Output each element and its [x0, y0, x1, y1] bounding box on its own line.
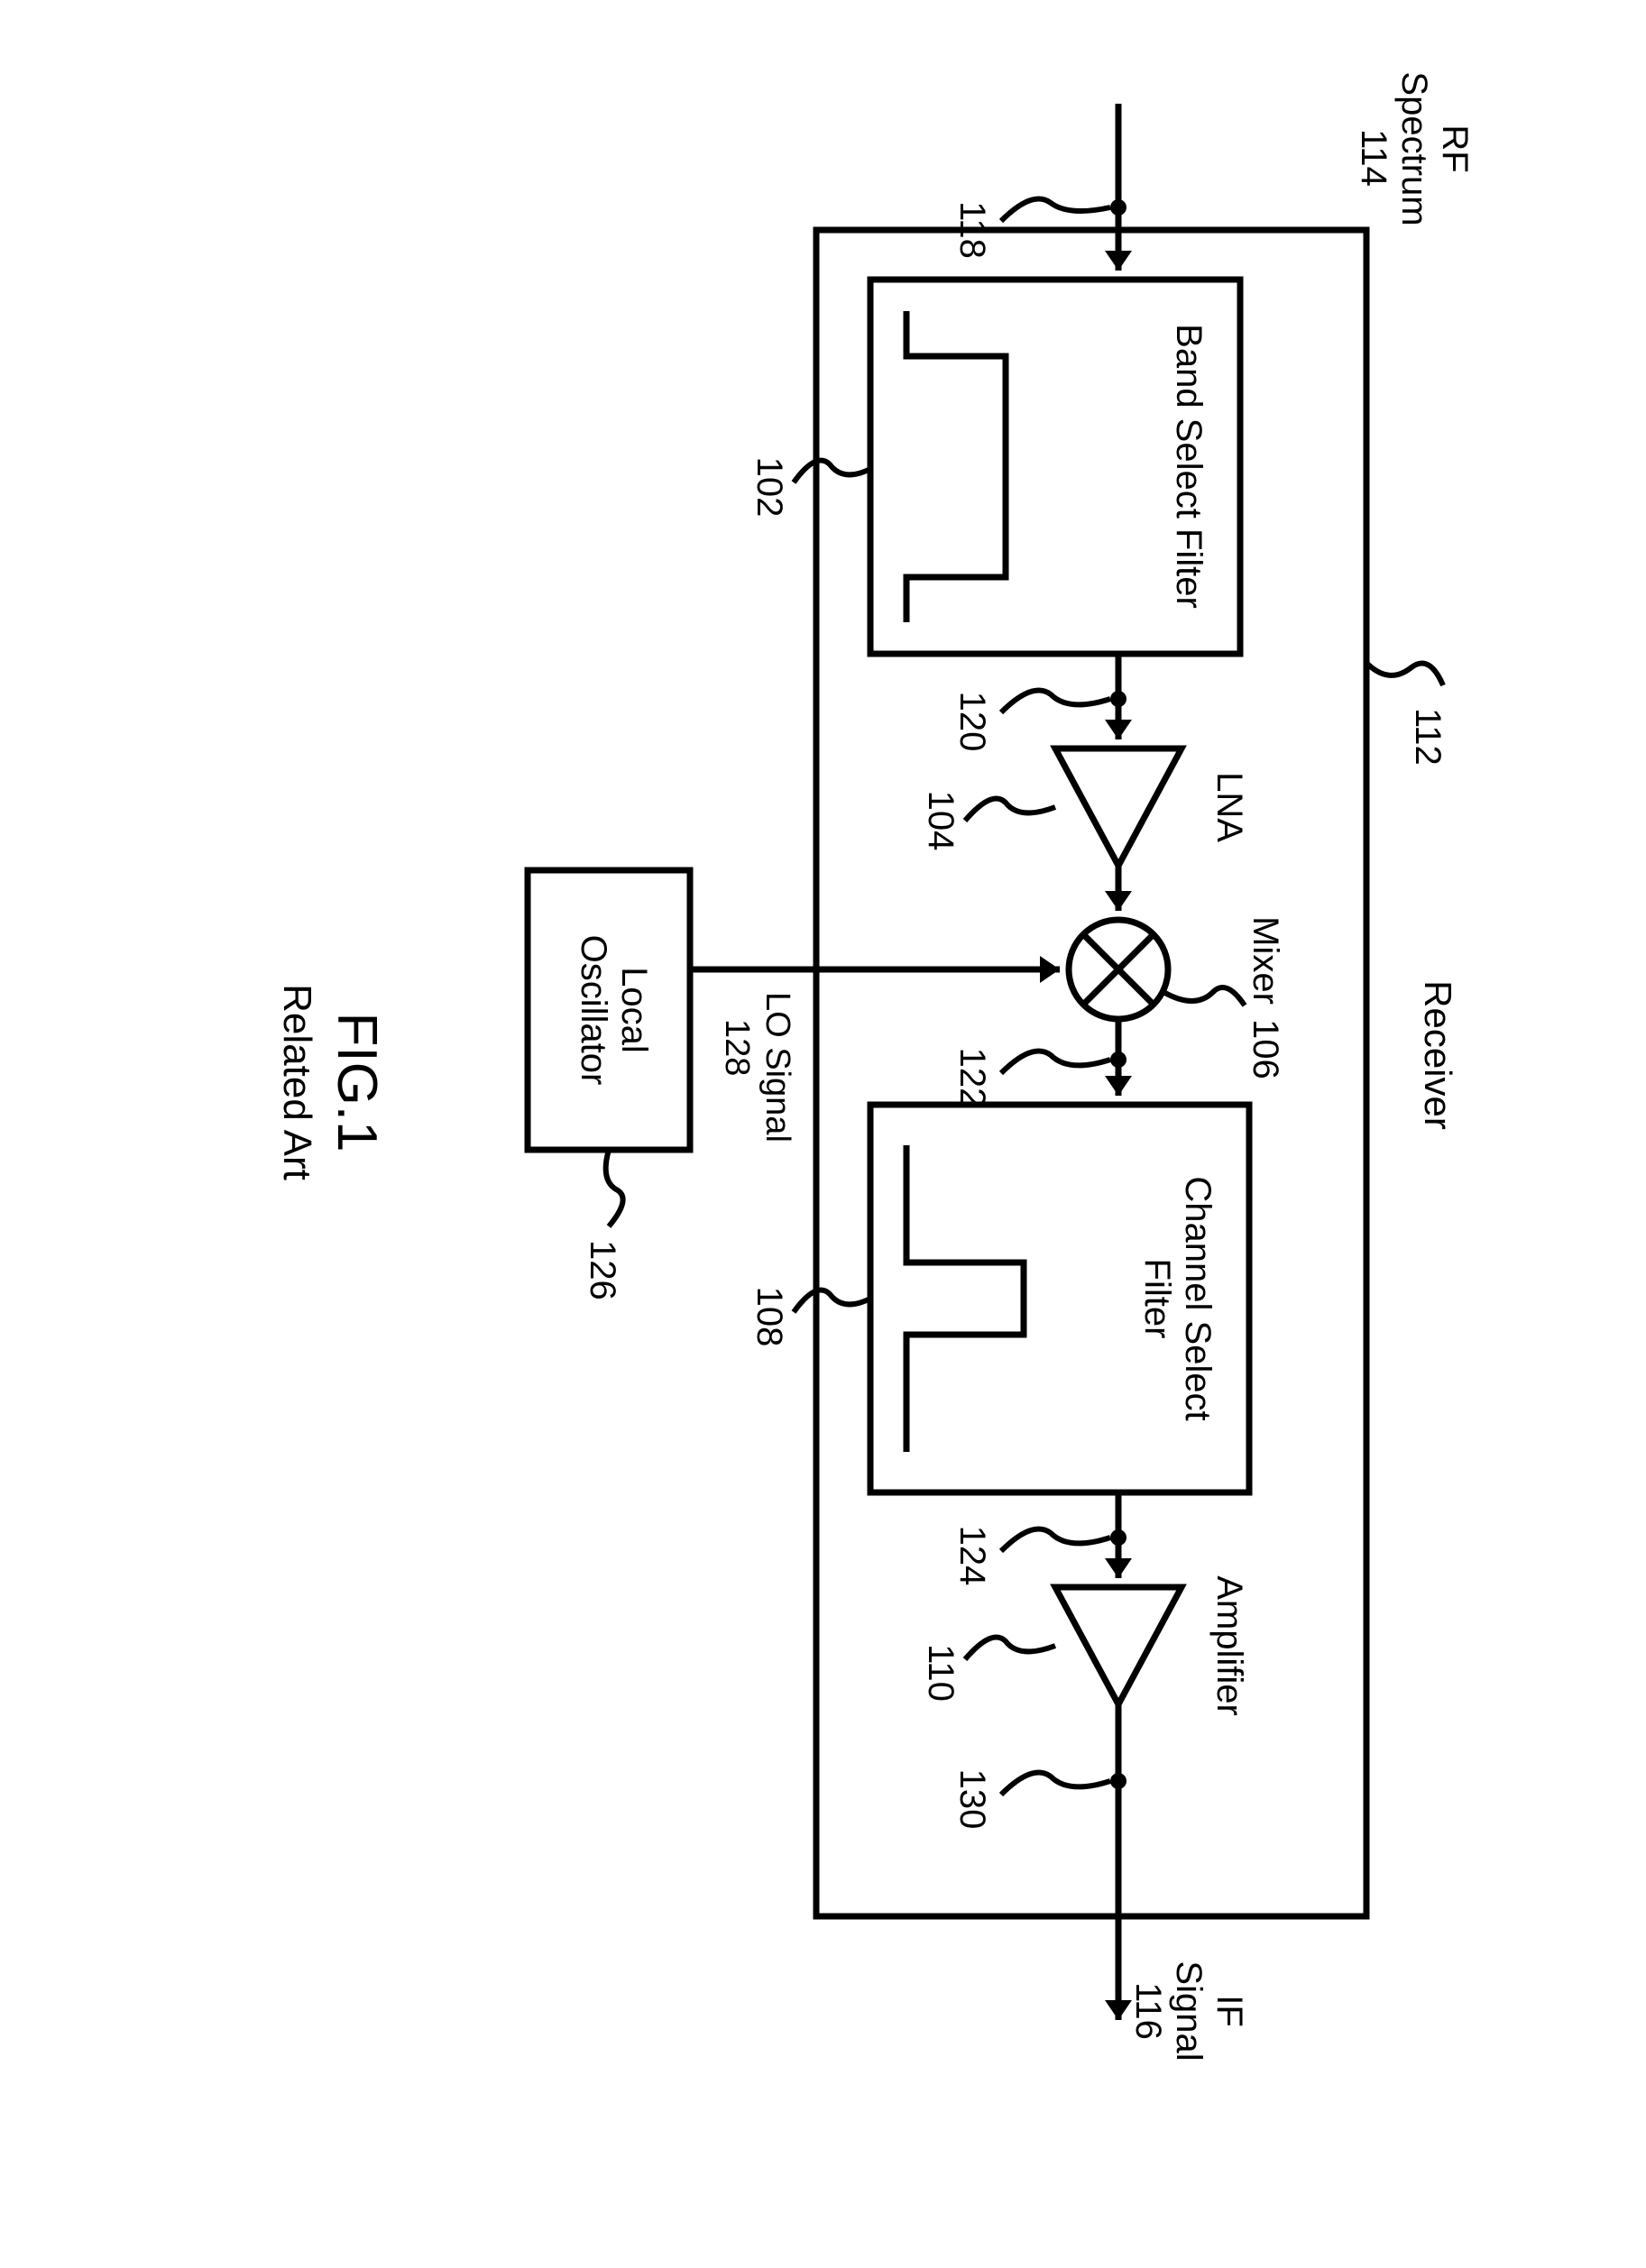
rf-spectrum-label-1: RF: [1435, 124, 1475, 172]
receiver-num: 112: [1408, 708, 1448, 766]
channel-select-num: 108: [749, 1287, 789, 1347]
squiggle-122: [1001, 1051, 1110, 1074]
node-124-label: 124: [952, 1526, 992, 1586]
squiggle-106: [1163, 987, 1245, 1005]
bf-lna-arrowhead: [1105, 720, 1132, 739]
squiggle-126: [606, 1150, 623, 1226]
if-signal-label-1: IF: [1209, 1995, 1249, 2027]
squiggle-112: [1366, 663, 1443, 685]
figure-subtitle: Related Art: [275, 984, 319, 1180]
lo-mixer-arrowhead: [1040, 956, 1060, 983]
amp-if-arrowhead: [1105, 2000, 1132, 2020]
band-select-filter-num: 102: [749, 457, 789, 518]
cs-amp-arrowhead: [1105, 1558, 1132, 1578]
local-oscillator-label-1: Local: [614, 967, 654, 1053]
figure-title: FIG.1: [326, 1012, 388, 1152]
squiggle-120: [1001, 691, 1110, 713]
lna-triangle: [1055, 748, 1182, 866]
node-118: [1110, 199, 1126, 216]
squiggle-110: [965, 1638, 1055, 1660]
node-122: [1110, 1051, 1126, 1068]
node-130-label: 130: [952, 1769, 992, 1830]
receiver-label: Receiver: [1417, 980, 1459, 1130]
squiggle-104: [965, 799, 1055, 822]
local-oscillator-label-2: Oscillator: [574, 935, 613, 1086]
squiggle-130: [1001, 1773, 1110, 1795]
node-120-label: 120: [952, 692, 992, 752]
band-select-filter-label: Band Select Filter: [1169, 324, 1209, 609]
mixer-cs-arrowhead: [1105, 1076, 1132, 1096]
local-oscillator-num: 126: [583, 1240, 622, 1300]
lna-label: LNA: [1209, 772, 1249, 842]
mixer-label: Mixer: [1246, 916, 1285, 1005]
node-124: [1110, 1529, 1126, 1546]
node-118-label: 118: [952, 201, 992, 259]
amplifier-label: Amplifier: [1209, 1575, 1249, 1716]
lna-mixer-arrowhead: [1105, 891, 1132, 911]
band-select-shape: [906, 311, 1006, 622]
squiggle-124: [1001, 1529, 1110, 1552]
rf-input-arrowhead: [1105, 251, 1132, 271]
rf-spectrum-num: 114: [1354, 129, 1393, 187]
lna-num: 104: [921, 791, 961, 851]
rf-spectrum-label-2: Spectrum: [1394, 71, 1434, 225]
mixer-num: 106: [1246, 1019, 1285, 1079]
channel-select-shape: [906, 1145, 1024, 1452]
node-120: [1110, 691, 1126, 707]
channel-select-label-1: Channel Select: [1178, 1176, 1218, 1420]
channel-select-label-2: Filter: [1137, 1259, 1177, 1339]
lo-signal-label: LO Signal: [759, 992, 796, 1143]
if-signal-num: 116: [1128, 1982, 1168, 2040]
node-130: [1110, 1773, 1126, 1789]
squiggle-108: [794, 1290, 870, 1313]
lo-signal-num: 128: [718, 1019, 756, 1076]
squiggle-102: [794, 461, 870, 483]
squiggle-118: [1001, 199, 1110, 222]
amplifier-triangle: [1055, 1587, 1182, 1704]
amplifier-num: 110: [921, 1644, 961, 1702]
node-122-label: 122: [952, 1048, 992, 1108]
if-signal-label-2: Signal: [1169, 1960, 1209, 2061]
